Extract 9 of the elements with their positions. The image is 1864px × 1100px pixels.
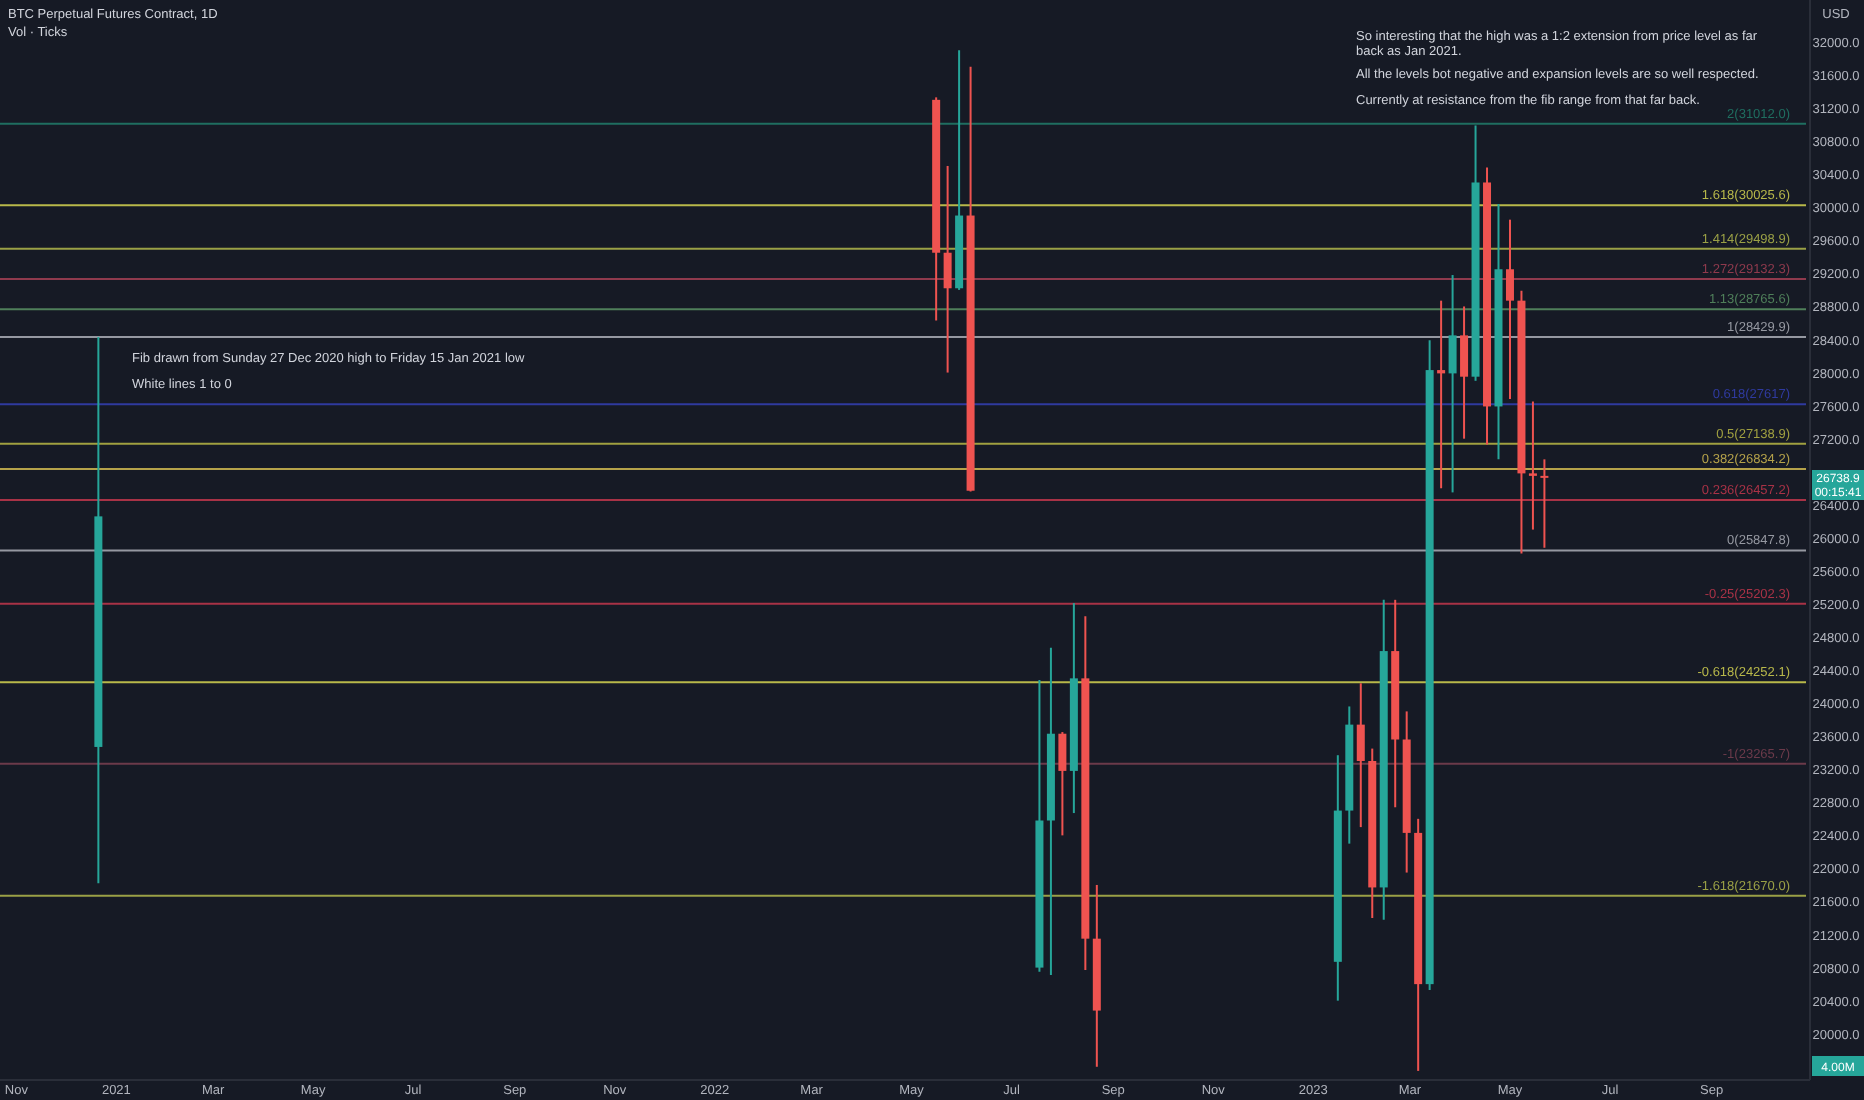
candlestick — [1528, 400, 1537, 531]
candlestick — [1058, 731, 1067, 837]
candlestick — [943, 164, 952, 374]
candlestick — [1505, 218, 1514, 401]
candlestick — [1460, 305, 1469, 440]
candlestick — [1448, 274, 1457, 494]
candlestick — [1540, 458, 1549, 549]
candlestick — [1437, 299, 1446, 490]
candlestick — [1356, 682, 1365, 829]
